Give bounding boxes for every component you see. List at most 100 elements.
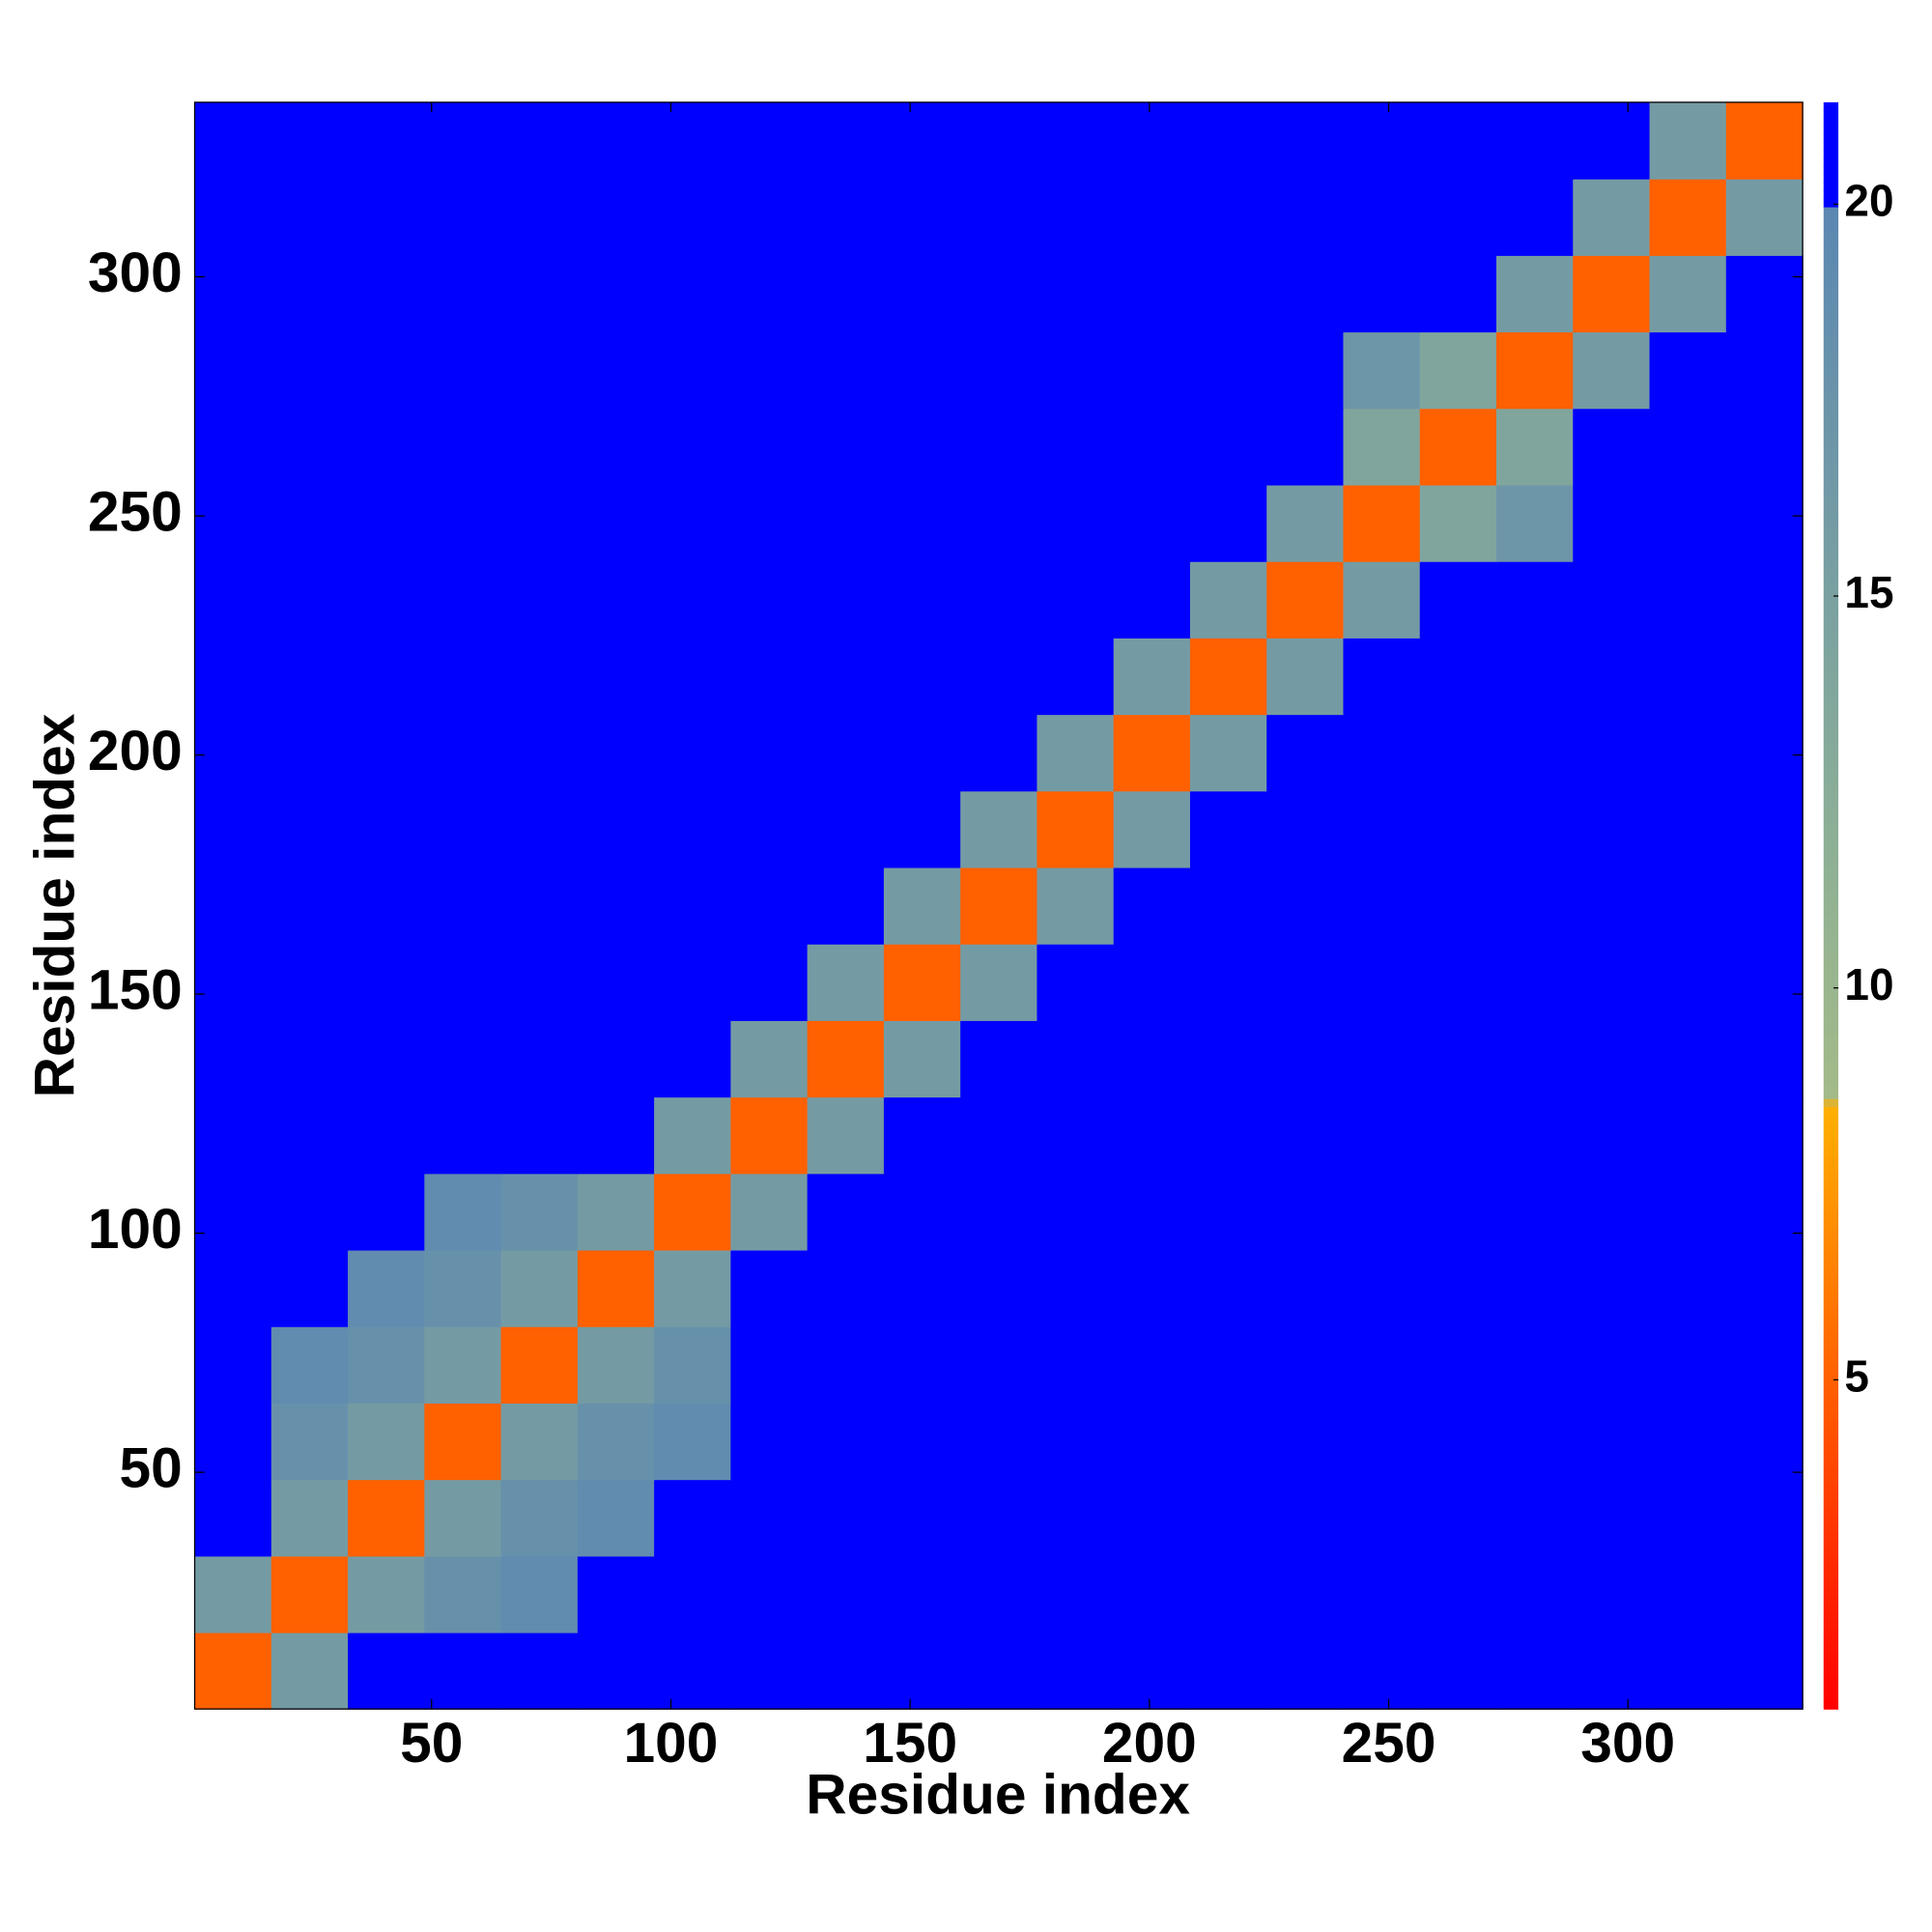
- heatmap-cell: [1649, 1555, 1727, 1634]
- heatmap-cell: [1649, 944, 1727, 1021]
- colorbar-step: [1823, 520, 1839, 529]
- heatmap-cell: [1419, 867, 1497, 945]
- heatmap-cell: [1725, 1479, 1804, 1557]
- heatmap-cell: [960, 1173, 1038, 1251]
- colorbar-step: [1823, 1322, 1839, 1332]
- heatmap-cell: [654, 484, 732, 562]
- heatmap-cell: [1113, 1403, 1191, 1481]
- colorbar-step: [1823, 1492, 1839, 1501]
- colorbar-step: [1823, 1355, 1839, 1365]
- colorbar-step: [1823, 1620, 1839, 1630]
- colorbar-step: [1823, 367, 1839, 377]
- heatmap-cell: [270, 1249, 349, 1327]
- heatmap-cell: [1343, 714, 1421, 792]
- heatmap-cell: [348, 1326, 425, 1404]
- heatmap-cell: [1037, 638, 1115, 716]
- colorbar-step: [1823, 455, 1839, 465]
- colorbar-step: [1823, 1146, 1839, 1155]
- heatmap-cell: [654, 714, 732, 792]
- heatmap-cell: [1189, 638, 1267, 716]
- colorbar-step: [1823, 101, 1839, 111]
- colorbar-step: [1823, 440, 1839, 449]
- heatmap-cell: [1113, 179, 1191, 256]
- colorbar-step: [1823, 784, 1839, 794]
- heatmap-cell: [500, 1020, 579, 1098]
- heatmap-cell: [1419, 1555, 1497, 1634]
- heatmap-cell: [960, 944, 1038, 1021]
- heatmap-cell: [883, 179, 961, 256]
- colorbar-step: [1823, 263, 1839, 272]
- heatmap-cell: [1725, 638, 1804, 716]
- heatmap-cell: [577, 714, 655, 792]
- colorbar-step: [1823, 1186, 1839, 1196]
- heatmap-cell: [1343, 1403, 1421, 1481]
- heatmap-cell: [730, 331, 809, 410]
- heatmap-cell: [1496, 101, 1574, 180]
- heatmap-cell: [1189, 867, 1267, 945]
- heatmap-cell: [194, 1479, 272, 1557]
- heatmap-cell: [1113, 1249, 1191, 1327]
- heatmap-cell: [424, 561, 502, 639]
- colorbar-step: [1823, 343, 1839, 353]
- y-tick-label: 300: [88, 242, 183, 304]
- colorbar-step: [1823, 1002, 1839, 1011]
- heatmap-cell: [577, 179, 655, 256]
- heatmap-cell: [1189, 944, 1267, 1021]
- colorbar-tick-label: 5: [1844, 1350, 1869, 1401]
- heatmap-cell: [807, 1249, 885, 1327]
- colorbar-step: [1823, 1138, 1839, 1148]
- heatmap-cell: [270, 408, 349, 486]
- heatmap-cell: [1573, 944, 1651, 1021]
- heatmap-cell: [500, 867, 579, 945]
- heatmap-cell: [1573, 1020, 1651, 1098]
- colorbar-step: [1823, 833, 1839, 842]
- x-tick-label: 300: [1580, 1712, 1675, 1775]
- heatmap-cell: [1496, 1632, 1574, 1710]
- colorbar-step: [1823, 311, 1839, 321]
- heatmap-cell: [960, 179, 1038, 256]
- heatmap-cell: [1419, 255, 1497, 333]
- heatmap-cell: [730, 1249, 809, 1327]
- colorbar-step: [1823, 1548, 1839, 1557]
- heatmap-cell: [1649, 179, 1727, 256]
- heatmap-cell: [500, 179, 579, 256]
- heatmap-cell: [577, 1403, 655, 1481]
- colorbar-step: [1823, 150, 1839, 159]
- heatmap-cell: [424, 638, 502, 716]
- heatmap-cell: [654, 638, 732, 716]
- colorbar-step: [1823, 214, 1839, 224]
- heatmap-cell: [348, 790, 425, 868]
- heatmap-cell: [730, 179, 809, 256]
- heatmap-cell: [654, 790, 732, 868]
- colorbar-step: [1823, 1034, 1839, 1043]
- heatmap-cell: [1113, 638, 1191, 716]
- heatmap-cell: [1496, 179, 1574, 256]
- heatmap-cell: [500, 714, 579, 792]
- heatmap-cell: [424, 408, 502, 486]
- heatmap-cell: [500, 1173, 579, 1251]
- heatmap-cell: [194, 714, 272, 792]
- heatmap-cell: [654, 1020, 732, 1098]
- colorbar-step: [1823, 527, 1839, 537]
- heatmap-cell: [1419, 1632, 1497, 1710]
- colorbar-step: [1823, 1395, 1839, 1405]
- colorbar-tick-label: 20: [1844, 175, 1893, 225]
- colorbar-step: [1823, 777, 1839, 786]
- heatmap-cell: [1343, 1555, 1421, 1634]
- heatmap-cell: [348, 1020, 425, 1098]
- heatmap-cell: [1419, 944, 1497, 1021]
- heatmap-cell: [1573, 101, 1651, 180]
- heatmap-cell: [1266, 1555, 1345, 1634]
- x-tick-label: 100: [624, 1712, 719, 1775]
- colorbar-step: [1823, 407, 1839, 416]
- heatmap-cell: [1189, 561, 1267, 639]
- heatmap-cell: [1189, 1020, 1267, 1098]
- heatmap-cell: [1496, 790, 1574, 868]
- heatmap-cell: [1266, 1632, 1345, 1710]
- heatmap-cell: [1496, 1020, 1574, 1098]
- heatmap-cell: [1343, 638, 1421, 716]
- heatmap-cell: [1037, 561, 1115, 639]
- y-axis-label: Residue index: [24, 713, 87, 1097]
- heatmap-cell: [1725, 408, 1804, 486]
- colorbar-step: [1823, 126, 1839, 135]
